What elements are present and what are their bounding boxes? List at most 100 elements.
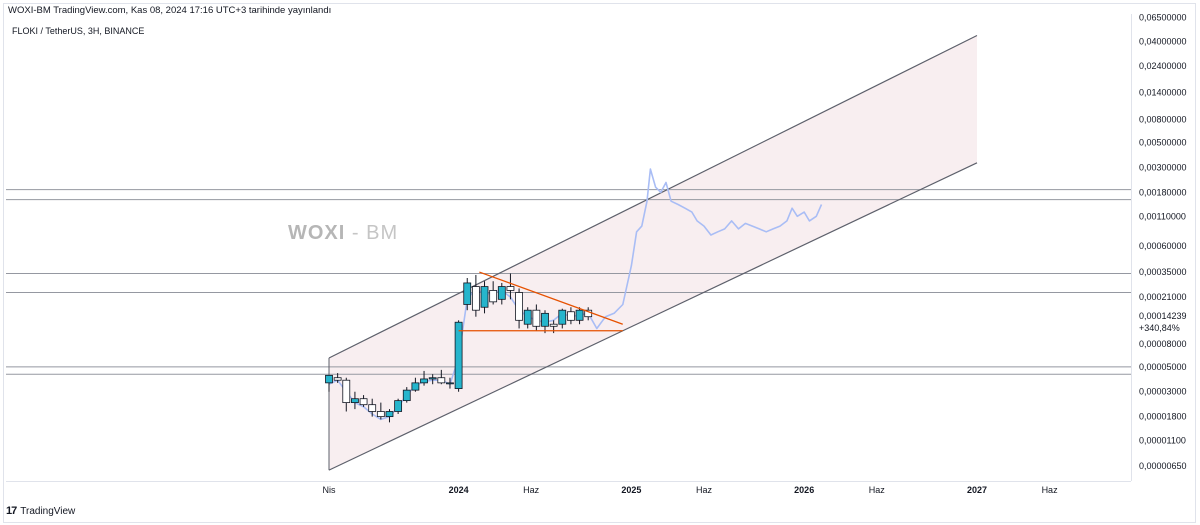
candle-3: [351, 391, 359, 410]
price-tick-label: 0,00021000: [1139, 292, 1187, 302]
watermark-suffix: BM: [366, 222, 399, 244]
channel-upper-line: [328, 34, 978, 359]
time-axis-border: [6, 481, 1131, 482]
candle-body: [428, 377, 437, 380]
price-tick-label: 0,00800000: [1139, 115, 1187, 125]
current-price-change: +340,84%: [1139, 323, 1180, 333]
candle-body: [497, 286, 506, 300]
woxi-watermark: WOXI - BM: [288, 222, 398, 245]
price-tick-label: 0,00000650: [1139, 461, 1187, 471]
price-tick-label: 0,00035000: [1139, 267, 1187, 277]
candle-body: [575, 309, 584, 321]
candle-12: [428, 374, 437, 385]
candle-20: [497, 282, 506, 305]
tradingview-footer: 17 TradingView: [6, 505, 75, 517]
candle-14: [446, 377, 454, 389]
candle-29: [575, 307, 584, 325]
candle-body: [454, 321, 463, 389]
candle-body: [558, 309, 567, 325]
candle-22: [515, 288, 523, 329]
candle-body: [446, 382, 454, 385]
candle-21: [506, 273, 515, 300]
candle-24: [532, 304, 541, 331]
time-tick-label: Haz: [1042, 485, 1059, 495]
candle-0: [325, 374, 333, 392]
price-tick-label: 0,00003000: [1139, 387, 1187, 397]
candle-7: [385, 409, 394, 423]
publish-header: WOXI-BM TradingView.com, Kas 08, 2024 17…: [8, 5, 332, 16]
price-tick-label: 0,00001100: [1139, 436, 1186, 446]
candle-body: [480, 286, 489, 308]
candle-body: [506, 286, 515, 291]
candle-5: [368, 398, 377, 417]
price-tick-label: 0,00060000: [1139, 241, 1187, 251]
current-price-label: 0,00014239: [1139, 311, 1187, 321]
candle-19: [489, 281, 498, 305]
candle-body: [489, 290, 498, 303]
candle-4: [359, 395, 368, 407]
candle-28: [567, 307, 575, 325]
candle-body: [567, 311, 575, 321]
candle-body: [351, 398, 359, 404]
price-tick-label: 0,04000000: [1139, 36, 1187, 46]
price-tick-label: 0,02400000: [1139, 61, 1187, 71]
candle-body: [463, 282, 472, 305]
candle-16: [463, 277, 472, 311]
candle-body: [549, 323, 558, 327]
triangle-top-line: [479, 271, 623, 325]
price-tick-label: 0,00500000: [1139, 138, 1187, 148]
channel-lower-line: [328, 162, 978, 471]
candle-body: [411, 382, 420, 391]
candle-body: [325, 374, 333, 384]
time-tick-label: 2026: [794, 485, 814, 495]
price-tick-label: 0,01400000: [1139, 87, 1187, 97]
candle-17: [471, 274, 480, 317]
candle-15: [454, 320, 463, 392]
candle-body: [402, 389, 411, 402]
candle-2: [342, 377, 351, 412]
candle-25: [541, 310, 549, 334]
candle-body: [437, 377, 446, 384]
candle-18: [480, 281, 489, 314]
time-tick-label: 2027: [967, 485, 987, 495]
time-tick-label: 2024: [449, 485, 469, 495]
candle-body: [420, 378, 428, 384]
candle-body: [342, 379, 351, 404]
price-tick-label: 0,00110000: [1139, 211, 1186, 221]
channel-fill: [329, 35, 977, 471]
time-tick-label: 2025: [621, 485, 641, 495]
price-tick-label: 0,00300000: [1139, 162, 1187, 172]
time-tick-label: Haz: [869, 485, 886, 495]
candle-body: [523, 309, 532, 325]
candle-body: [385, 411, 394, 418]
price-tick-label: 0,00001800: [1139, 412, 1187, 422]
time-tick-label: Nis: [323, 485, 336, 495]
tradingview-brand: TradingView: [20, 505, 76, 517]
candle-6: [376, 402, 385, 420]
price-tick-label: 0,00005000: [1139, 362, 1187, 372]
candle-body: [532, 309, 541, 327]
candle-11: [420, 370, 428, 386]
candle-8: [394, 398, 403, 414]
candle-9: [402, 387, 411, 403]
candle-1: [333, 373, 342, 383]
candle-10: [411, 377, 420, 392]
candle-body: [368, 404, 377, 412]
price-axis-border: [1131, 14, 1132, 481]
candle-13: [437, 369, 446, 385]
candle-body: [471, 286, 480, 311]
candle-body: [515, 292, 523, 321]
price-tick-label: 0,00180000: [1139, 187, 1187, 197]
time-tick-label: Haz: [696, 485, 713, 495]
chart-frame: [3, 3, 1196, 523]
price-tick-label: 0,06500000: [1139, 13, 1187, 23]
symbol-title[interactable]: FLOKI / TetherUS, 3H, BINANCE: [12, 26, 145, 36]
watermark-sep: -: [345, 222, 367, 244]
candle-body: [394, 400, 403, 412]
tradingview-logo-icon: 17: [6, 505, 17, 517]
price-tick-label: 0,00008000: [1139, 339, 1187, 349]
time-tick-label: Haz: [523, 485, 540, 495]
candle-23: [523, 307, 532, 329]
candle-body: [333, 377, 342, 381]
